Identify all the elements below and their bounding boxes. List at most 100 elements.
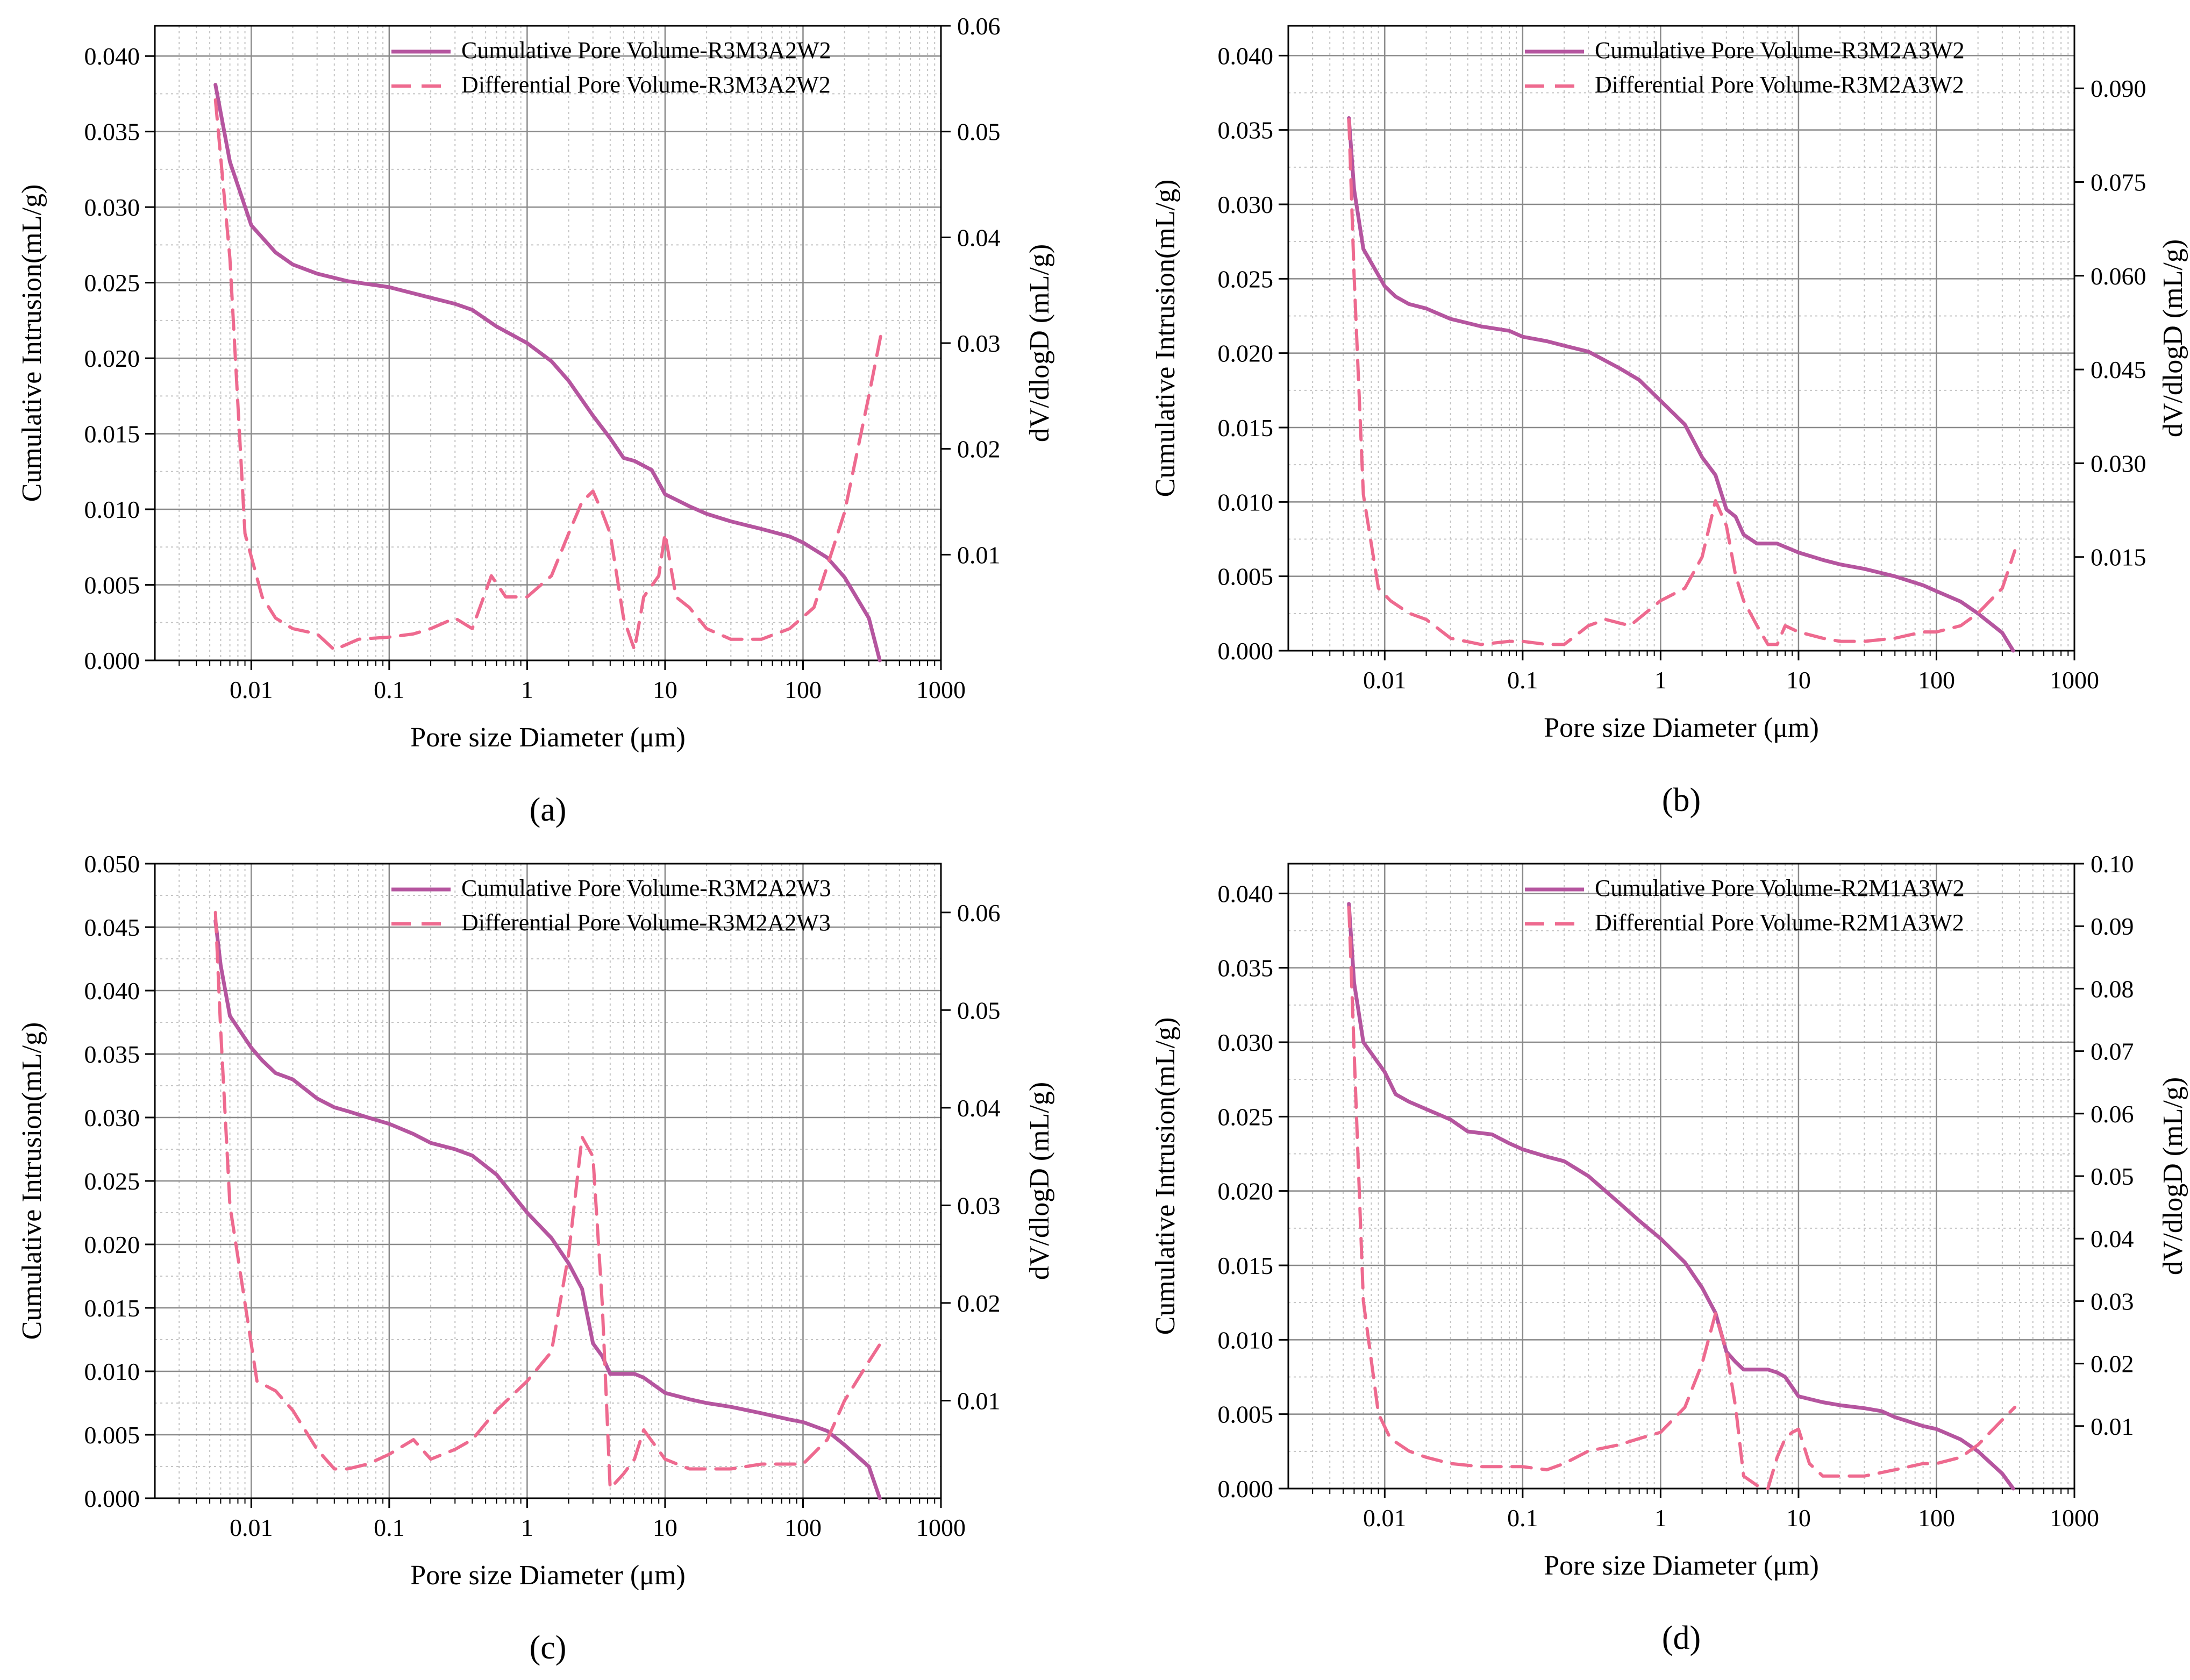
- y-right-tick-label: 0.015: [2091, 544, 2146, 571]
- y-right-tick-label: 0.05: [957, 118, 1001, 146]
- x-tick-label: 0.1: [374, 1514, 405, 1541]
- y-left-tick-label: 0.045: [84, 914, 140, 941]
- y-right-axis-label: dV/dlogD (mL/g): [2158, 239, 2188, 437]
- y-left-tick-label: 0.020: [1218, 1178, 1274, 1205]
- panel-2: 0.01 0.1 1 10 100 1000 0.000 0.005 0.010 0.015 0.0…: [17, 850, 1055, 1666]
- x-tick-label: 0.1: [1507, 666, 1538, 694]
- x-tick-label: 100: [784, 676, 822, 703]
- y-left-tick-label: 0.000: [84, 1485, 140, 1512]
- legend-entry: Differential Pore Volume-R2M1A3W2: [1595, 909, 1964, 936]
- x-tick-label: 0.1: [1507, 1504, 1538, 1532]
- legend-entry: Differential Pore Volume-R3M3A2W2: [461, 72, 831, 98]
- y-right-tick-label: 0.02: [957, 436, 1001, 463]
- x-tick-label: 0.01: [230, 1514, 273, 1541]
- differential-series-line: [1347, 118, 2017, 646]
- y-left-tick-label: 0.050: [84, 850, 140, 878]
- y-left-tick-label: 0.010: [84, 1358, 140, 1385]
- y-right-tick-label: 0.06: [957, 899, 1001, 927]
- cumulative-series-line: [1347, 902, 2015, 1491]
- y-left-tick-label: 0.005: [1218, 1401, 1274, 1428]
- y-left-tick-label: 0.015: [1218, 414, 1274, 442]
- x-axis-label: Pore size Diameter (μm): [1544, 1550, 1819, 1581]
- y-left-tick-label: 0.000: [1218, 1475, 1274, 1503]
- panel-label: (c): [530, 1629, 567, 1666]
- y-right-tick-label: 0.03: [2091, 1287, 2134, 1315]
- y-left-tick-label: 0.015: [84, 1294, 140, 1322]
- y-left-tick-label: 0.010: [1218, 488, 1274, 516]
- x-tick-label: 0.01: [230, 676, 273, 703]
- y-right-axis-label: dV/dlogD (mL/g): [1024, 244, 1055, 442]
- panel-label: (d): [1662, 1620, 1701, 1656]
- y-left-tick-label: 0.010: [1218, 1326, 1274, 1354]
- y-left-tick-label: 0.030: [1218, 1029, 1274, 1056]
- y-right-axis-label: dV/dlogD (mL/g): [1024, 1082, 1055, 1280]
- differential-series-line: [213, 98, 883, 652]
- x-axis-label: Pore size Diameter (μm): [1544, 713, 1819, 743]
- y-right-tick-label: 0.05: [957, 996, 1001, 1024]
- y-left-tick-label: 0.005: [1218, 563, 1274, 590]
- x-tick-label: 100: [1918, 666, 1955, 694]
- x-tick-label: 0.01: [1363, 1504, 1407, 1532]
- y-right-tick-label: 0.01: [957, 1387, 1001, 1414]
- legend-entry: Differential Pore Volume-R3M2A2W3: [461, 909, 831, 936]
- y-left-tick-label: 0.005: [84, 1421, 140, 1449]
- y-right-axis-label: dV/dlogD (mL/g): [2158, 1077, 2188, 1275]
- panel-0: 0.01 0.1 1 10 100 1000 0.000 0.005 0.010 0.015 0.0…: [17, 12, 1055, 828]
- y-right-tick-label: 0.03: [957, 1192, 1001, 1219]
- x-tick-label: 10: [653, 1514, 677, 1541]
- y-left-tick-label: 0.025: [1218, 1103, 1274, 1130]
- y-right-tick-label: 0.06: [2091, 1100, 2134, 1128]
- y-left-tick-label: 0.005: [84, 572, 140, 599]
- y-left-tick-label: 0.035: [84, 1041, 140, 1068]
- y-right-tick-label: 0.10: [2091, 850, 2134, 878]
- y-left-tick-label: 0.020: [84, 1231, 140, 1258]
- legend-entry: Cumulative Pore Volume-R2M1A3W2: [1595, 875, 1965, 901]
- y-left-tick-label: 0.030: [84, 194, 140, 221]
- plot-frame: [154, 25, 942, 661]
- y-left-axis-label: Cumulative Intrusion(mL/g): [17, 1022, 47, 1340]
- x-tick-label: 100: [784, 1514, 822, 1541]
- x-tick-label: 1000: [2050, 1504, 2099, 1532]
- x-tick-label: 10: [653, 676, 677, 703]
- y-right-tick-label: 0.04: [957, 224, 1001, 251]
- y-right-tick-label: 0.09: [2091, 913, 2134, 940]
- panel-3: 0.01 0.1 1 10 100 1000 0.000 0.005 0.010 0.015 0.0…: [1150, 850, 2188, 1656]
- cumulative-series-line: [213, 83, 882, 663]
- x-tick-label: 1: [521, 676, 533, 703]
- y-left-tick-label: 0.035: [1218, 117, 1274, 144]
- y-left-tick-label: 0.035: [84, 118, 140, 146]
- y-left-tick-label: 0.015: [1218, 1252, 1274, 1279]
- y-left-tick-label: 0.025: [1218, 265, 1274, 293]
- x-tick-label: 10: [1786, 666, 1811, 694]
- x-tick-label: 1: [1654, 1504, 1667, 1532]
- y-left-tick-label: 0.025: [84, 269, 140, 297]
- y-left-tick-label: 0.030: [84, 1104, 140, 1131]
- y-right-tick-label: 0.01: [957, 541, 1001, 568]
- differential-series-line: [213, 910, 883, 1490]
- y-left-tick-label: 0.020: [1218, 340, 1274, 367]
- x-tick-label: 1000: [2050, 666, 2099, 694]
- y-right-tick-label: 0.05: [2091, 1163, 2134, 1190]
- y-right-tick-label: 0.060: [2091, 262, 2146, 290]
- y-left-axis-label: Cumulative Intrusion(mL/g): [17, 184, 47, 502]
- y-right-tick-label: 0.045: [2091, 356, 2146, 383]
- x-tick-label: 0.1: [374, 676, 405, 703]
- y-left-tick-label: 0.000: [84, 647, 140, 674]
- y-left-tick-label: 0.010: [84, 496, 140, 523]
- x-tick-label: 1000: [916, 676, 966, 703]
- y-left-axis-label: Cumulative Intrusion(mL/g): [1150, 1017, 1181, 1335]
- y-left-tick-label: 0.025: [84, 1168, 140, 1195]
- y-right-tick-label: 0.090: [2091, 75, 2146, 102]
- differential-series-line: [1347, 906, 2017, 1490]
- y-left-tick-label: 0.015: [84, 421, 140, 448]
- x-tick-label: 1: [521, 1514, 533, 1541]
- y-left-tick-label: 0.000: [1218, 637, 1274, 665]
- y-left-tick-label: 0.040: [84, 42, 140, 70]
- x-tick-label: 1: [1654, 666, 1667, 694]
- legend-entry: Cumulative Pore Volume-R3M3A2W2: [461, 37, 831, 63]
- y-right-tick-label: 0.075: [2091, 169, 2146, 196]
- legend-entry: Cumulative Pore Volume-R3M2A3W2: [1595, 37, 1965, 63]
- x-tick-label: 1000: [916, 1514, 966, 1541]
- panel-label: (a): [530, 792, 567, 828]
